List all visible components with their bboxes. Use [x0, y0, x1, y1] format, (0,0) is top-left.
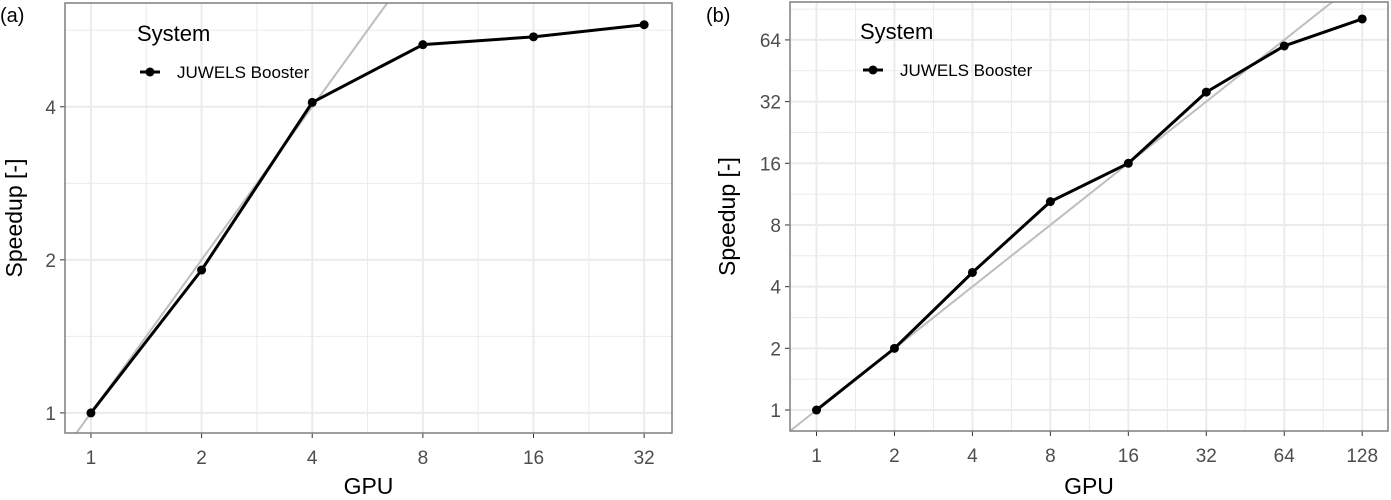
x-axis-title: GPU: [1064, 473, 1114, 499]
x-tick-label: 16: [1118, 446, 1139, 467]
x-tick-label: 1: [86, 448, 97, 469]
x-axis-title: GPU: [344, 473, 394, 499]
legend-point-key: [145, 67, 155, 77]
x-tick-label: 128: [1346, 446, 1378, 467]
x-tick-label: 8: [418, 448, 429, 469]
legend-point-key: [868, 65, 878, 75]
data-point: [812, 405, 822, 415]
x-tick-label: 2: [196, 448, 207, 469]
y-tick-label: 4: [770, 278, 781, 299]
x-tick-label: 32: [1196, 446, 1217, 467]
data-point: [86, 408, 96, 418]
x-tick-label: 64: [1274, 446, 1296, 467]
y-axis-title: Speedup [-]: [714, 157, 740, 276]
data-point: [1123, 158, 1133, 168]
panel-b: 1 2 4 8 16 32 64 128 1 2 4 8 16 32 64 GPU Speedup [-] (b)…: [706, 1, 1389, 499]
data-point: [307, 97, 317, 107]
legend-title: System: [137, 21, 210, 46]
legend-entry: JUWELS Booster: [900, 61, 1033, 80]
data-point: [529, 32, 539, 42]
y-tick-label: 16: [760, 154, 781, 175]
series-line-juwels-booster: [89, 23, 645, 414]
x-tick-label: 8: [1045, 446, 1056, 467]
x-tick-label: 4: [967, 446, 978, 467]
legend-entry: JUWELS Booster: [177, 63, 310, 82]
x-tick-label: 2: [889, 446, 900, 467]
y-tick-label: 2: [45, 251, 56, 272]
data-point: [889, 343, 899, 353]
panel-label: (a): [0, 5, 24, 27]
data-point: [197, 265, 207, 275]
data-point: [1201, 87, 1211, 97]
x-tick-label: 32: [634, 448, 655, 469]
x-tick-label: 16: [523, 448, 544, 469]
panel-label: (b): [706, 5, 730, 27]
series-line-juwels-booster: [815, 17, 1363, 412]
data-point: [1045, 197, 1055, 207]
y-tick-label: 32: [760, 93, 781, 114]
panel-a: 1 2 4 8 16 32 1 2 4 GPU Speedup [-] (a) System JUWELS…: [0, 2, 673, 499]
y-tick-label: 64: [760, 31, 782, 52]
plot-border: [789, 1, 1389, 432]
plot-border: [64, 2, 673, 434]
y-tick-label: 1: [770, 401, 781, 422]
data-point: [418, 40, 428, 50]
x-tick-label: 4: [307, 448, 318, 469]
y-tick-label: 2: [770, 339, 781, 360]
x-tick-label: 1: [811, 446, 822, 467]
data-point: [1357, 14, 1367, 24]
y-axis-title: Speedup [-]: [1, 159, 27, 278]
y-tick-label: 1: [45, 404, 56, 425]
data-point: [967, 267, 977, 277]
y-tick-label: 4: [45, 98, 56, 119]
data-point: [639, 20, 649, 30]
y-tick-label: 8: [770, 216, 781, 237]
data-point: [1279, 41, 1289, 51]
legend-title: System: [860, 19, 933, 44]
ideal-speedup-line: [75, 2, 389, 434]
